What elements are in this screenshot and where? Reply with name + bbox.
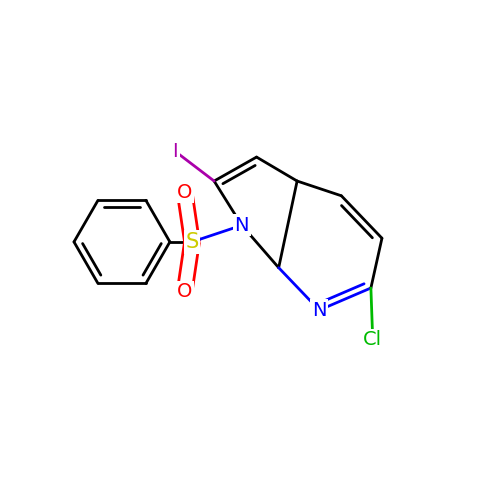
Text: N: N xyxy=(312,301,327,319)
Text: O: O xyxy=(177,182,192,202)
Text: I: I xyxy=(172,142,178,161)
Text: N: N xyxy=(235,216,249,235)
Text: O: O xyxy=(177,282,192,301)
Text: S: S xyxy=(185,232,199,252)
Text: Cl: Cl xyxy=(363,330,382,349)
